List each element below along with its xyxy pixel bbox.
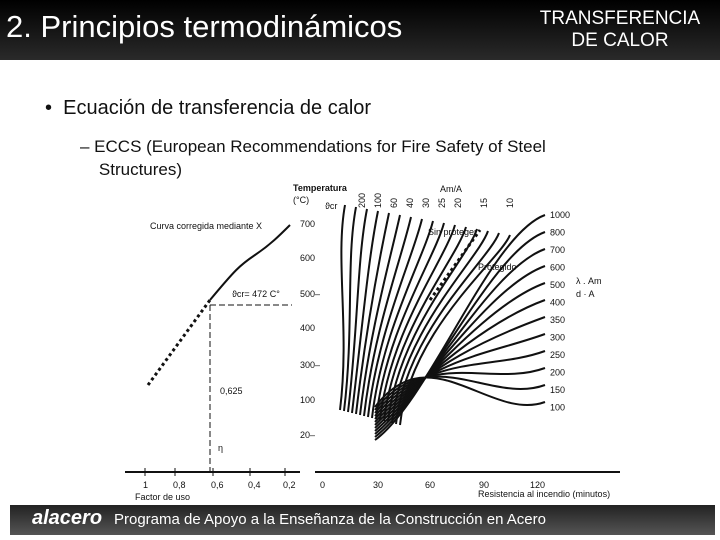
label: η: [218, 443, 223, 453]
tick-label: 90: [479, 480, 489, 490]
tick-label: 200: [357, 193, 367, 208]
tick-label: 0: [320, 480, 325, 490]
tick-label: 20–: [300, 430, 315, 440]
curve: [367, 218, 423, 418]
tick-label: 700: [550, 245, 565, 255]
footer-bar: alacero Programa de Apoyo a la Enseñanza…: [10, 505, 715, 535]
header-bar: 2. Principios termodinámicos TRANSFERENC…: [0, 0, 720, 60]
curve: [383, 226, 467, 422]
bullet-text: – ECCS (European Recommendations for Fir…: [80, 137, 546, 156]
label: Sin proteger: [428, 227, 477, 237]
curve: [355, 212, 390, 415]
label: ϑcr= 472 C°: [232, 289, 280, 299]
curve: [374, 375, 546, 411]
tick-label: 1000: [550, 210, 570, 220]
tick-label: 60: [389, 198, 399, 208]
curve: [374, 231, 546, 438]
tick-label: 15: [479, 198, 489, 208]
tick-label: 0,4: [248, 480, 261, 490]
sub-bullet: – ECCS (European Recommendations for Fir…: [80, 135, 546, 181]
curve: [374, 376, 546, 408]
tick-label: 1: [143, 480, 148, 490]
tick-label: 0,2: [283, 480, 296, 490]
curve: [387, 228, 478, 423]
curve: [374, 214, 546, 441]
bullet-text: Structures): [98, 160, 183, 179]
tick-label: 500: [550, 280, 565, 290]
curve: [343, 206, 357, 412]
curve: [391, 230, 489, 424]
curve: [374, 333, 546, 420]
tick-label: 0,8: [173, 480, 186, 490]
curve: [374, 248, 546, 435]
bullet-text: Ecuación de transferencia de calor: [63, 97, 372, 119]
tick-label: 120: [530, 480, 545, 490]
curve: [374, 265, 546, 432]
label: Temperatura: [293, 183, 348, 193]
tick-label: 20: [453, 198, 463, 208]
label: λ . Am: [576, 276, 602, 286]
logo: alacero: [32, 507, 103, 529]
label: Factor de uso: [135, 492, 190, 502]
tick-label: 60: [425, 480, 435, 490]
dotted-curve: [428, 229, 482, 301]
tick-label: 300: [550, 333, 565, 343]
curve: [374, 282, 546, 429]
tick-label: 150: [550, 385, 565, 395]
section-line: DE CALOR: [571, 30, 669, 51]
tick-label: 800: [550, 228, 565, 238]
tick-label: 400: [300, 323, 315, 333]
tick-label: 500–: [300, 289, 320, 299]
slide-title: 2. Principios termodinámicos: [6, 9, 403, 44]
curve: [351, 210, 379, 414]
curve: [374, 350, 546, 417]
bullet: • Ecuación de transferencia de calor: [45, 97, 372, 119]
curve: [379, 224, 456, 421]
curve: [363, 216, 412, 417]
tick-label: 200: [550, 368, 565, 378]
curve: [374, 367, 546, 414]
tick-label: 700: [300, 219, 315, 229]
tick-label: 10: [505, 198, 515, 208]
tick-label: 600: [300, 253, 315, 263]
tick-label: 350: [550, 315, 565, 325]
section-title: TRANSFERENCIA DE CALOR: [520, 8, 720, 52]
label: 0,625: [220, 386, 243, 396]
curves: [339, 204, 546, 441]
label: d · A: [576, 289, 595, 299]
footer-text: Programa de Apoyo a la Enseñanza de la C…: [114, 511, 546, 528]
label: Am/A: [440, 184, 462, 194]
tick-label: 400: [550, 298, 565, 308]
curve: [374, 299, 546, 426]
tick-label: 300–: [300, 360, 320, 370]
tick-label: 600: [550, 263, 565, 273]
tick-label: 0,6: [211, 480, 224, 490]
tick-label: 30: [373, 480, 383, 490]
tick-label: 100: [300, 395, 315, 405]
corrected-curve: [209, 224, 291, 301]
tick-label: 40: [405, 198, 415, 208]
label: ϑcr: [325, 201, 337, 211]
label: (°C): [293, 195, 309, 205]
label: Protegido: [478, 262, 517, 272]
tick-label: 30: [421, 198, 431, 208]
curve: [375, 222, 445, 420]
tick-label: 250: [550, 350, 565, 360]
dotted-curve: [146, 299, 212, 386]
tick-label: 100: [373, 193, 383, 208]
label: Curva corregida mediante X: [150, 221, 262, 231]
tick-label: 25: [437, 198, 447, 208]
curve: [347, 208, 368, 413]
curve: [359, 214, 401, 416]
curve: [374, 316, 546, 423]
curve: [371, 220, 434, 419]
label: Resistencia al incendio (minutos): [478, 489, 610, 499]
tick-label: 100: [550, 403, 565, 413]
curve: [339, 204, 346, 411]
section-line: TRANSFERENCIA: [539, 8, 701, 29]
